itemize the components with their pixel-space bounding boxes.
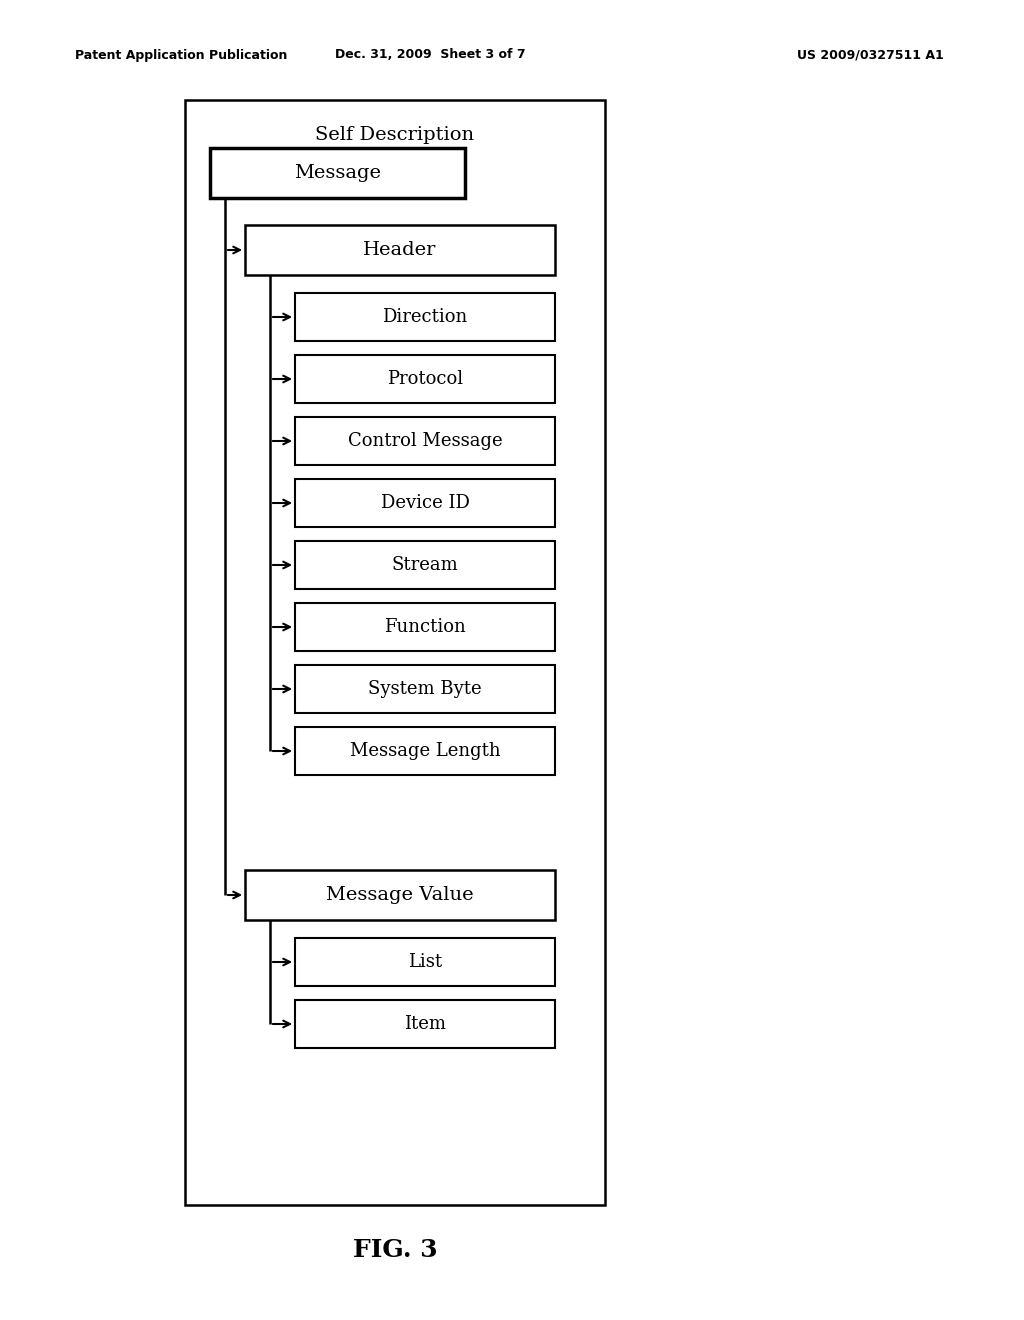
Bar — [185, 100, 605, 1205]
Bar — [295, 293, 555, 341]
Bar — [245, 870, 555, 920]
Text: Header: Header — [364, 242, 436, 259]
Bar — [295, 541, 555, 589]
Bar — [295, 939, 555, 986]
Text: Message Value: Message Value — [327, 886, 474, 904]
Bar — [295, 1001, 555, 1048]
Text: Stream: Stream — [391, 556, 459, 574]
Text: Protocol: Protocol — [387, 370, 463, 388]
Text: Function: Function — [384, 618, 466, 636]
Text: Patent Application Publication: Patent Application Publication — [75, 49, 288, 62]
Bar — [210, 148, 465, 198]
Text: US 2009/0327511 A1: US 2009/0327511 A1 — [797, 49, 943, 62]
Text: Dec. 31, 2009  Sheet 3 of 7: Dec. 31, 2009 Sheet 3 of 7 — [335, 49, 525, 62]
Text: Device ID: Device ID — [381, 494, 469, 512]
Text: Control Message: Control Message — [348, 432, 503, 450]
Text: Message Length: Message Length — [349, 742, 501, 760]
Bar — [295, 417, 555, 465]
Bar — [295, 727, 555, 775]
Text: Self Description: Self Description — [315, 125, 474, 144]
Bar — [295, 479, 555, 527]
Text: System Byte: System Byte — [369, 680, 482, 698]
Bar — [295, 603, 555, 651]
Text: Message: Message — [294, 164, 381, 182]
Text: Direction: Direction — [382, 308, 468, 326]
Text: FIG. 3: FIG. 3 — [352, 1238, 437, 1262]
Bar — [245, 224, 555, 275]
Bar — [295, 665, 555, 713]
Text: Item: Item — [404, 1015, 446, 1034]
Bar — [295, 355, 555, 403]
Text: List: List — [408, 953, 442, 972]
